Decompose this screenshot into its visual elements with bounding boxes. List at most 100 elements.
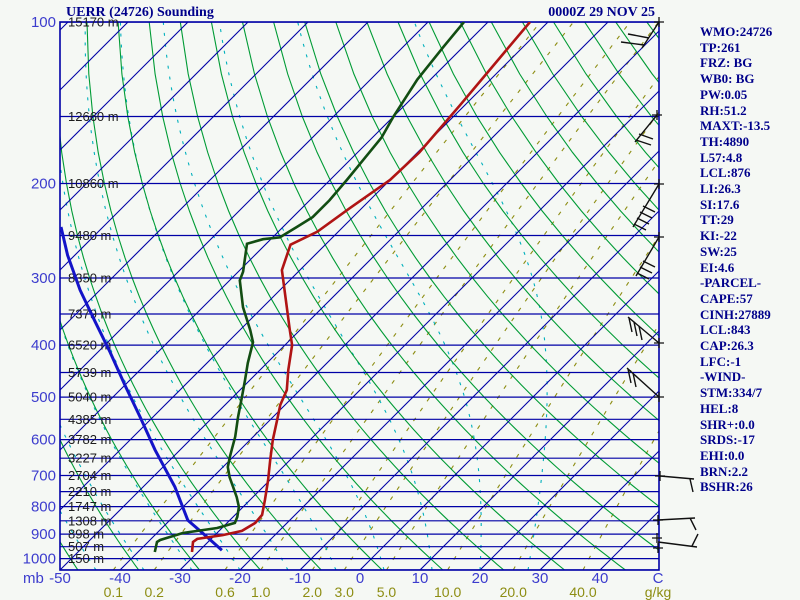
timestamp: 0000Z 29 NOV 25: [548, 5, 655, 20]
height-label: 5040 m: [68, 390, 111, 405]
height-label: 2704 m: [68, 468, 111, 483]
parcel-curve: [60, 226, 223, 552]
pressure-unit-label: mb: [23, 570, 44, 587]
index-line: BRN:2.2: [700, 463, 749, 479]
index-line: SHR+:0.0: [700, 416, 755, 432]
height-label: 7379 m: [68, 306, 111, 321]
mixing-ratio-label: 0.2: [145, 584, 165, 600]
dewpoint-curve: [153, 22, 466, 553]
mixing-ratio-label: 3.0: [334, 584, 354, 600]
wind-barb: [620, 21, 660, 49]
page-title: UERR (24726) Sounding: [66, 5, 214, 20]
index-line: TH:4890: [700, 133, 750, 149]
mixing-ratio-label: 5.0: [377, 584, 397, 600]
index-line: CINH:27889: [700, 306, 771, 322]
index-line: -WIND-: [700, 369, 746, 385]
index-line: EI:4.6: [700, 259, 735, 275]
temp-tick-label: 10: [412, 570, 429, 587]
index-line: BSHR:26: [700, 479, 753, 495]
index-line: CAPE:57: [700, 290, 753, 306]
index-line: WMO:24726: [700, 24, 773, 39]
mixing-ratio-label: 40.0: [569, 584, 596, 600]
pressure-tick-label: 1000: [23, 551, 56, 568]
pressure-tick-label: 500: [31, 389, 56, 406]
index-line: FRZ: BG: [700, 55, 753, 71]
height-label: 9480 m: [68, 228, 111, 243]
height-label: 5739 m: [68, 365, 111, 380]
height-label: 2210 m: [68, 484, 111, 499]
indices-panel: WMO:24726 TP:261 FRZ: BG WB0: BG PW:0.05 RH:5…: [700, 24, 800, 495]
index-line: KI:-22: [700, 228, 737, 244]
index-line: SI:17.6: [700, 196, 740, 212]
mixing-ratio-label: 1.0: [251, 584, 271, 600]
index-line: EHI:0.0: [700, 447, 745, 463]
temp-tick-label: 20: [472, 570, 489, 587]
temperature-axis-labels: -50 -40 -30 -20 -10 0 10 20 30 40 C: [49, 570, 663, 587]
temp-tick-label: -40: [109, 570, 131, 587]
index-line: LCL:876: [700, 165, 751, 181]
height-label: 898 m: [68, 527, 104, 542]
pressure-tick-label: 800: [31, 499, 56, 516]
pressure-tick-label: 900: [31, 526, 56, 543]
index-line: STM:334/7: [700, 385, 763, 401]
mixing-ratio-label: 10.0: [434, 584, 461, 600]
pressure-tick-label: 600: [31, 432, 56, 449]
height-label: 12660 m: [68, 109, 119, 124]
wind-barb: [635, 236, 660, 280]
pressure-gridlines: [60, 22, 659, 570]
index-line: PW:0.05: [700, 86, 748, 102]
wind-barb: [632, 183, 660, 231]
temp-tick-label: 40: [592, 570, 609, 587]
pressure-tick-label: 400: [31, 337, 56, 354]
height-label: 3782 m: [68, 432, 111, 447]
mixing-ratio-label: 2.0: [303, 584, 323, 600]
wind-barb: [634, 114, 658, 146]
mixing-ratio-unit-label: g/kg: [645, 584, 671, 600]
height-label: 507 m: [68, 539, 104, 554]
wind-barbs: [620, 17, 699, 553]
wind-barb: [626, 367, 660, 398]
temp-tick-label: -10: [289, 570, 311, 587]
height-label: 1308 m: [68, 513, 111, 528]
pressure-tick-label: 100: [31, 14, 56, 31]
wind-barb: [657, 517, 697, 531]
pressure-axis-labels: 100 200 300 400 500 600 700 800 900 1000 mb: [23, 14, 56, 587]
index-line: SW:25: [700, 243, 737, 259]
temp-tick-label: 30: [532, 570, 549, 587]
index-line: MAXT:-13.5: [700, 118, 771, 134]
height-label: 15170 m: [68, 15, 119, 30]
index-line: LI:26.3: [700, 181, 741, 197]
plot-frame: [59, 21, 660, 571]
pressure-tick-label: 200: [31, 176, 56, 193]
mixing-ratio-labels: 0.1 0.2 0.6 1.0 2.0 3.0 5.0 10.0 20.0 40.0 g/kg: [104, 584, 672, 600]
height-labels: 15170 m 12660 m 10860 m 9480 m 8350 m 7379 m 6…: [68, 15, 119, 567]
index-line: LFC:-1: [700, 353, 742, 369]
mixing-ratio-label: 20.0: [500, 584, 527, 600]
height-label: 3227 m: [68, 451, 111, 466]
index-line: RH:51.2: [700, 102, 747, 118]
mixing-ratio-label: 0.6: [215, 584, 235, 600]
temp-tick-label: -50: [49, 570, 71, 587]
index-line: HEL:8: [700, 400, 739, 416]
mixing-ratio-label: 0.1: [104, 584, 124, 600]
index-line: CAP:26.3: [700, 338, 754, 354]
wind-barb: [657, 533, 699, 548]
index-line: SRDS:-17: [700, 432, 755, 448]
index-line: L57:4.8: [700, 149, 743, 165]
index-line: -PARCEL-: [700, 275, 762, 291]
height-label: 8350 m: [68, 271, 111, 286]
temperature-curve: [190, 22, 531, 553]
height-label: 6520 m: [68, 338, 111, 353]
height-label: 4385 m: [68, 412, 111, 427]
temp-tick-label: 0: [356, 570, 364, 587]
mixing-ratio-lines: [112, 22, 659, 570]
wind-barb: [627, 316, 660, 344]
index-line: WB0: BG: [700, 71, 755, 87]
index-line: LCL:843: [700, 322, 751, 338]
temp-tick-label: -20: [229, 570, 251, 587]
temp-unit-label: C: [653, 570, 664, 587]
height-label: 10860 m: [68, 176, 119, 191]
index-line: TP:261: [700, 39, 741, 55]
temp-tick-label: -30: [169, 570, 191, 587]
